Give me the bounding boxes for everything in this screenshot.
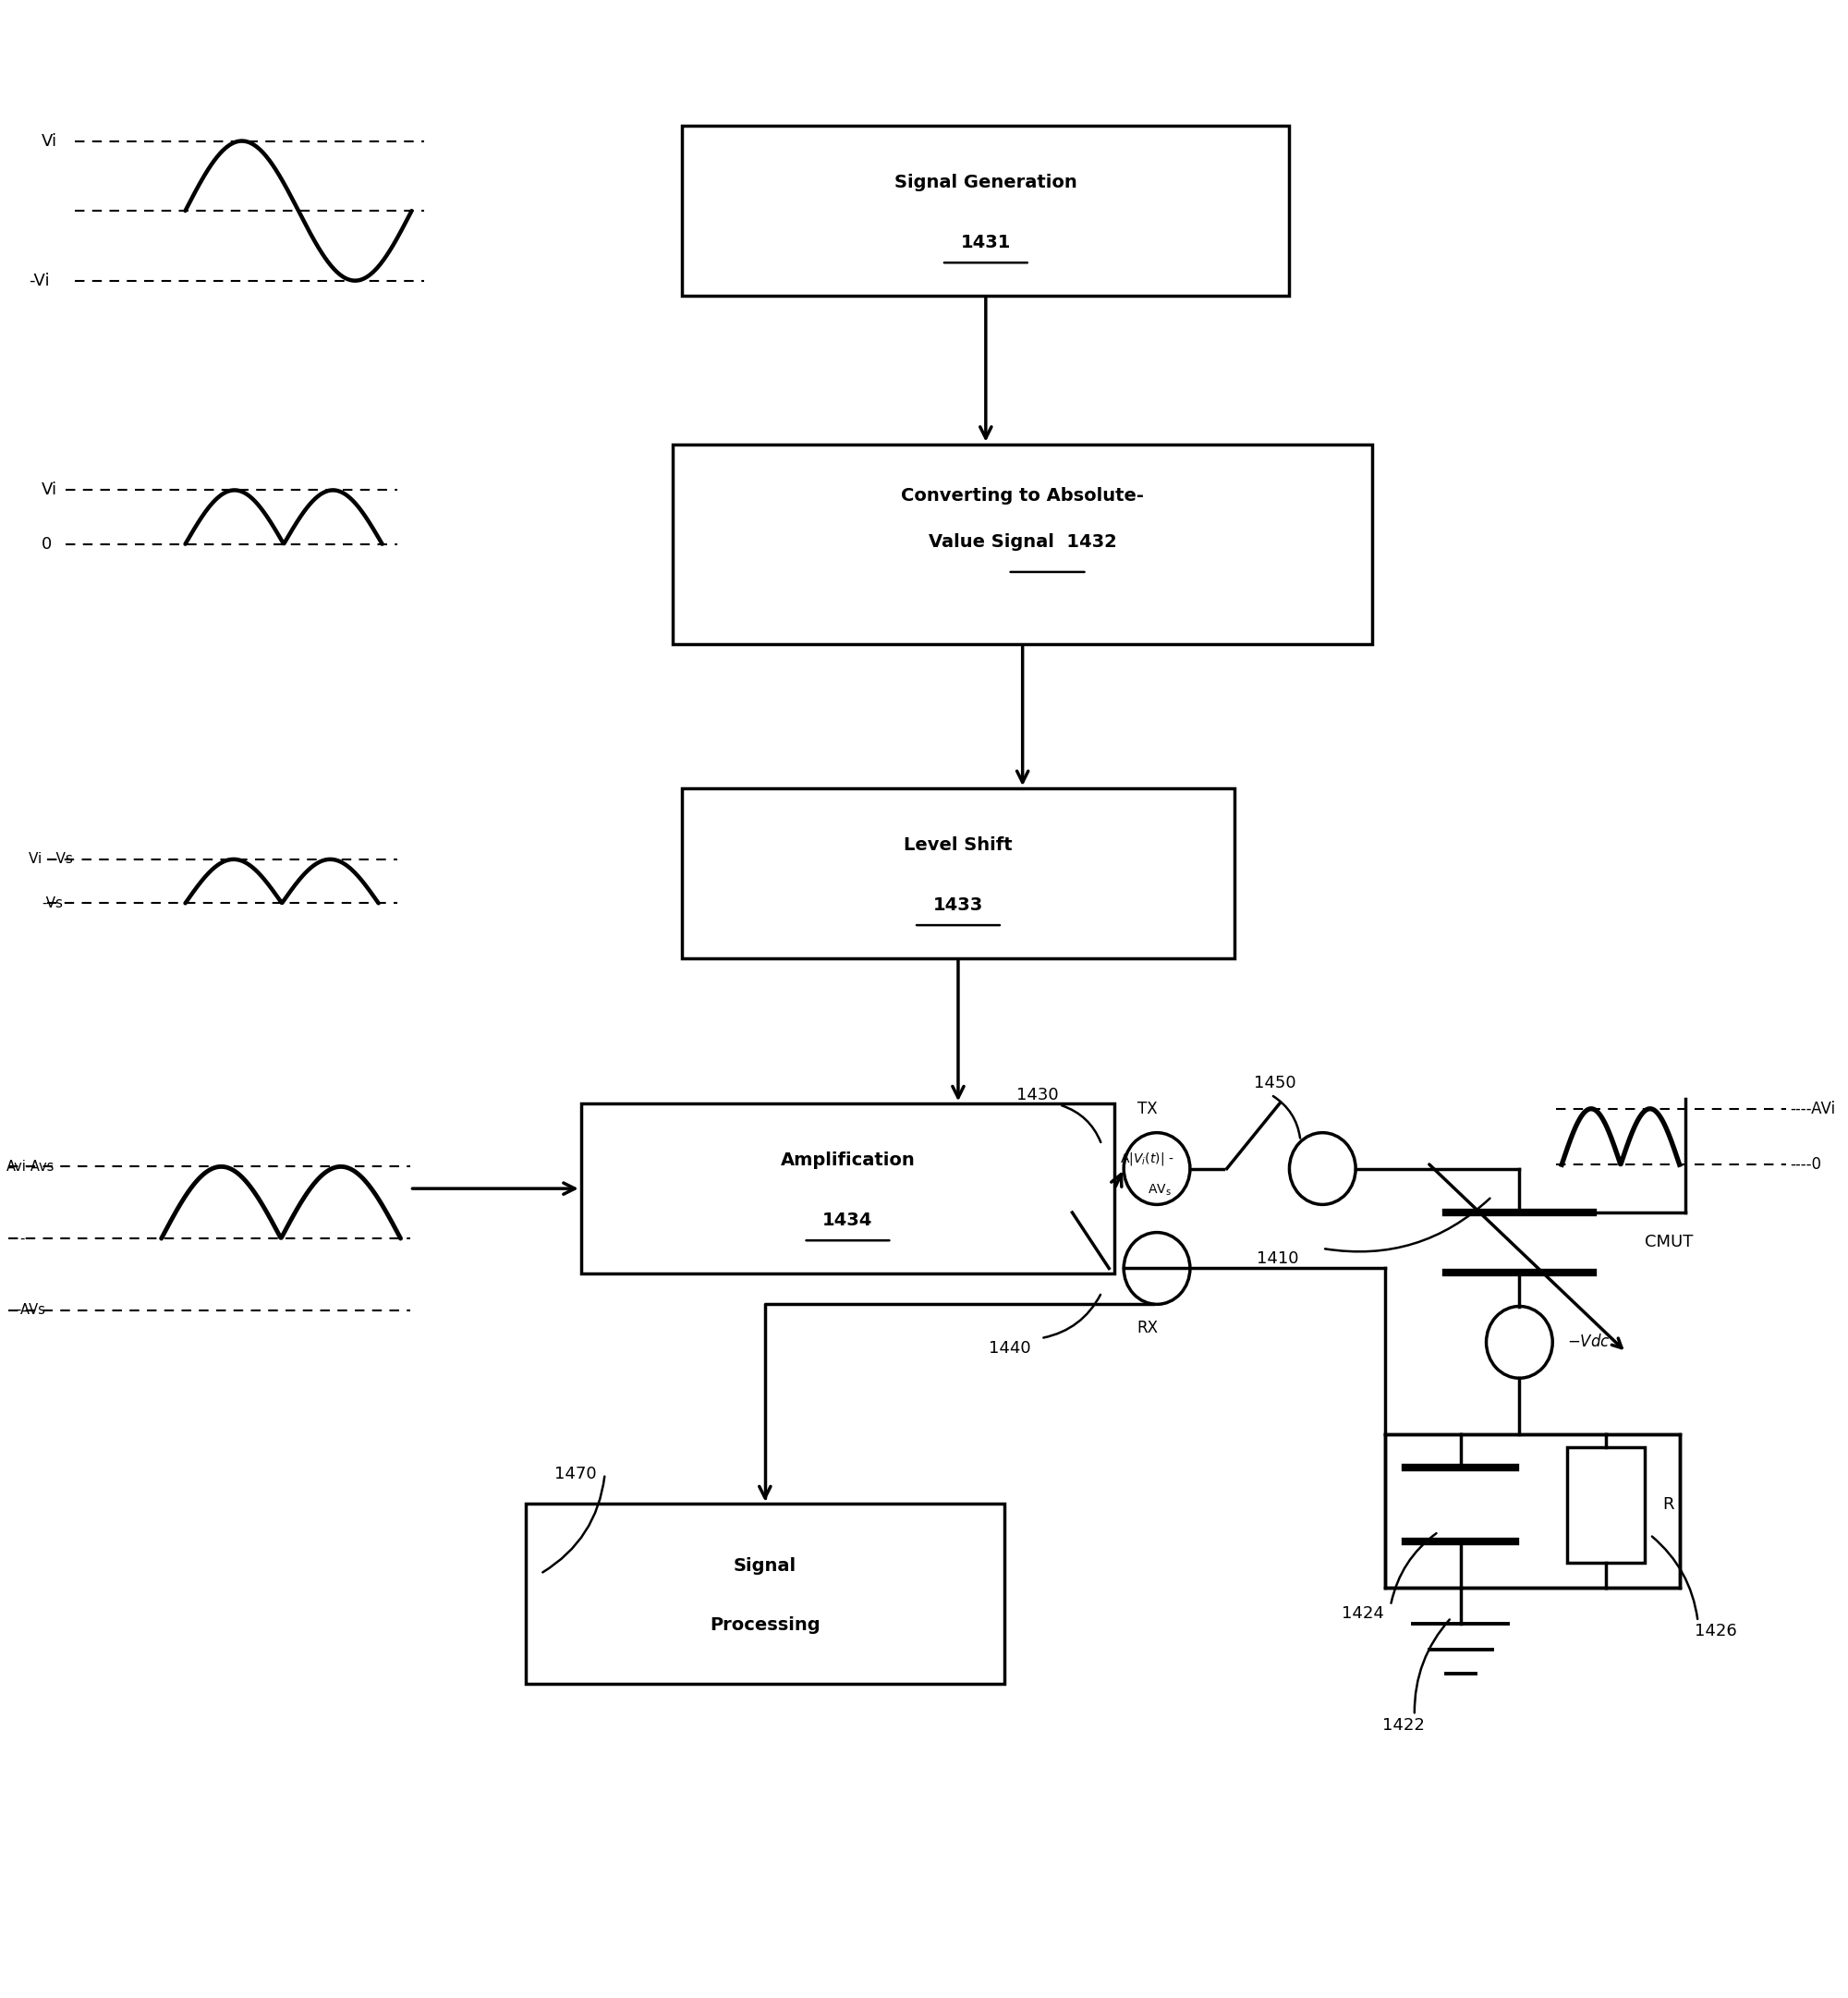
Text: Signal Generation: Signal Generation — [894, 174, 1077, 192]
Text: Vi - Vs: Vi - Vs — [30, 853, 74, 867]
Text: CMUT: CMUT — [1645, 1235, 1693, 1251]
Text: 1450: 1450 — [1253, 1075, 1295, 1091]
Text: Signal: Signal — [734, 1556, 796, 1574]
Text: 1426: 1426 — [1695, 1622, 1737, 1640]
Text: Value Signal  1432: Value Signal 1432 — [928, 533, 1116, 551]
Text: AV$_\mathsf{s}$: AV$_\mathsf{s}$ — [1148, 1183, 1172, 1199]
Text: TX: TX — [1138, 1101, 1157, 1117]
Bar — [673, 444, 1373, 643]
Text: ----0: ----0 — [1791, 1157, 1822, 1173]
Bar — [1384, 1435, 1680, 1588]
Text: 1440: 1440 — [989, 1341, 1031, 1357]
Text: Avi-Avs: Avi-Avs — [7, 1159, 55, 1173]
Text: 1424: 1424 — [1342, 1604, 1384, 1622]
Text: -: - — [20, 1231, 24, 1245]
Text: -Vs: -Vs — [43, 897, 63, 911]
Text: 1470: 1470 — [554, 1467, 597, 1483]
Text: Vi: Vi — [43, 482, 57, 498]
Text: Level Shift: Level Shift — [904, 837, 1013, 853]
Text: 1430: 1430 — [1016, 1087, 1059, 1103]
Text: 1422: 1422 — [1382, 1716, 1425, 1734]
Text: 1434: 1434 — [822, 1211, 872, 1229]
Text: -Vi: -Vi — [30, 272, 50, 290]
Text: ----AVi: ----AVi — [1791, 1101, 1835, 1117]
Text: 1433: 1433 — [933, 897, 983, 913]
Bar — [580, 1103, 1114, 1273]
Text: R: R — [1663, 1497, 1674, 1512]
Text: A$|V_i(t)|$ -: A$|V_i(t)|$ - — [1120, 1151, 1173, 1167]
Text: -AVs: -AVs — [17, 1303, 46, 1317]
Text: RX: RX — [1137, 1321, 1159, 1337]
Text: Converting to Absolute-: Converting to Absolute- — [902, 488, 1144, 505]
Text: $-Vdc$: $-Vdc$ — [1567, 1335, 1610, 1351]
Text: Vi: Vi — [43, 132, 57, 150]
Bar — [682, 126, 1290, 296]
Bar — [525, 1504, 1003, 1684]
Text: 1431: 1431 — [961, 234, 1011, 252]
Text: Processing: Processing — [710, 1616, 821, 1634]
Bar — [682, 789, 1234, 959]
Text: 0: 0 — [43, 535, 52, 551]
Bar — [1567, 1447, 1645, 1562]
Text: Amplification: Amplification — [780, 1153, 915, 1169]
Text: 1410: 1410 — [1257, 1251, 1299, 1267]
